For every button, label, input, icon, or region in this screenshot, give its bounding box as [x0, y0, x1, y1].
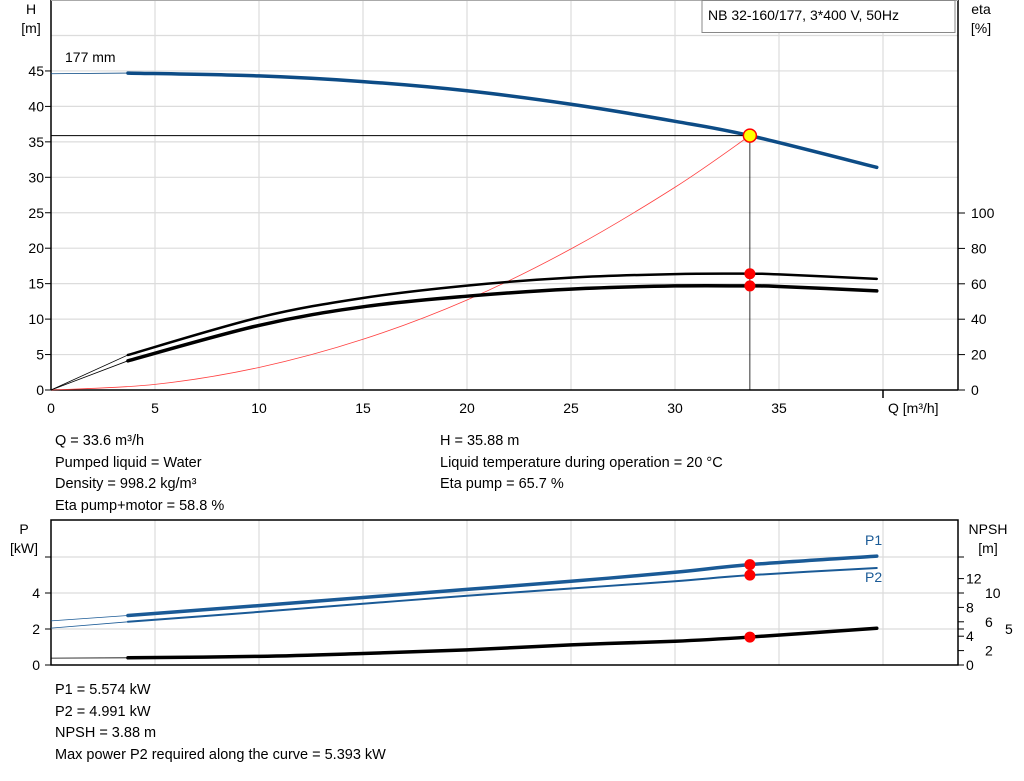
markers — [51, 128, 758, 643]
tick-labels: 0 5 10 15 20 25 30 3505101520253035404502040608… — [28, 63, 1013, 673]
q-axis-label: Q [m³/h] — [888, 400, 939, 416]
x-tick-label: 15 — [355, 400, 371, 416]
p-tick-label: 0 — [32, 657, 40, 673]
p-axis-label: P — [19, 521, 28, 537]
h-tick-label: 35 — [28, 134, 44, 150]
npsh-axis-label: NPSH — [969, 521, 1008, 537]
h-tick-label: 25 — [28, 205, 44, 221]
h-tick-label: 10 — [28, 311, 44, 327]
npsh-tick-label: 4 — [966, 628, 974, 644]
p1-curve-extrapolated — [50, 615, 128, 622]
info-temperature: Liquid temperature during operation = 20… — [440, 455, 723, 471]
impeller-label: 177 mm — [65, 49, 116, 65]
npsh-marker — [744, 631, 756, 643]
p1-marker — [744, 559, 756, 571]
system-curve — [50, 135, 751, 391]
grid-top — [51, 0, 958, 398]
h-tick-label: 15 — [28, 276, 44, 292]
p2-marker — [744, 569, 756, 581]
eta-axis-unit: [%] — [971, 20, 991, 36]
info-p2: P2 = 4.991 kW — [55, 704, 151, 720]
h-axis-unit: [m] — [21, 20, 40, 36]
eta-pump-motor-curve-extrapolated — [50, 360, 129, 391]
h-axis-label: H — [26, 1, 36, 17]
legend-box: NB 32-160/177, 3*400 V, 50Hz — [701, 0, 956, 33]
info-eta-pump-motor: Eta pump+motor = 58.8 % — [55, 498, 224, 514]
h-tick-label: 5 — [36, 347, 44, 363]
eta-tick-label: 60 — [971, 276, 987, 292]
p-tick-label: 2 — [32, 621, 40, 637]
h-tick-label: 30 — [28, 169, 44, 185]
h-tick-label: 0 — [36, 382, 44, 398]
p-tick-label: 4 — [32, 585, 40, 601]
operating-point-marker — [742, 128, 758, 143]
npsh-tick-label: 8 — [966, 599, 974, 615]
x-tick-label: 35 — [771, 400, 787, 416]
eta-tick-label: 100 — [971, 205, 995, 221]
eta-pump-curve — [126, 272, 879, 357]
x-tick-label: 30 — [667, 400, 683, 416]
info-bottom: P1 = 5.574 kW P2 = 4.991 kW NPSH = 3.88 … — [55, 682, 386, 763]
p-axis-unit: [kW] — [10, 540, 38, 556]
h-tick-label: 45 — [28, 63, 44, 79]
eta-pump-marker — [744, 268, 756, 280]
x-tick-label: 0 — [47, 400, 55, 416]
p1-curve-label: P1 — [865, 532, 882, 548]
p2-curve — [126, 566, 878, 623]
npsh-tick-label: 12 — [966, 571, 982, 587]
eta-tick-label: 0 — [971, 382, 979, 398]
npsh-tick-label: 5 — [1005, 621, 1013, 637]
p2-curve-label: P2 — [865, 569, 882, 585]
eta-tick-label: 80 — [971, 240, 987, 256]
p2-curve-extrapolated — [50, 621, 128, 629]
h-tick-label: 40 — [28, 98, 44, 114]
npsh-axis-unit: [m] — [978, 540, 997, 556]
info-density: Density = 998.2 kg/m³ — [55, 476, 197, 492]
npsh-curve — [126, 626, 879, 660]
info-p1: P1 = 5.574 kW — [55, 682, 151, 698]
x-tick-label: 25 — [563, 400, 579, 416]
head-curve — [126, 71, 879, 170]
info-max-p2: Max power P2 required along the curve = … — [55, 747, 386, 763]
info-head: H = 35.88 m — [440, 433, 519, 449]
npsh-tick-label: 2 — [985, 643, 993, 659]
info-liquid: Pumped liquid = Water — [55, 455, 202, 471]
h-tick-label: 20 — [28, 240, 44, 256]
head-curve-extrapolated — [50, 72, 128, 75]
npsh-tick-label: 0 — [966, 657, 974, 673]
x-tick-label: 20 — [459, 400, 475, 416]
x-tick-label: 5 — [151, 400, 159, 416]
eta-pump-motor-marker — [744, 280, 756, 292]
eta-pump-curve-extrapolated — [50, 354, 129, 391]
eta-tick-label: 20 — [971, 347, 987, 363]
npsh-tick-label: 6 — [985, 614, 993, 630]
eta-tick-label: 40 — [971, 311, 987, 327]
p1-curve — [126, 554, 879, 618]
info-flow: Q = 33.6 m³/h — [55, 433, 144, 449]
legend-text: NB 32-160/177, 3*400 V, 50Hz — [708, 7, 899, 23]
curves — [50, 71, 879, 660]
eta-pump-motor-curve — [126, 283, 879, 363]
npsh-tick-label: 10 — [985, 585, 1001, 601]
eta-axis-label: eta — [971, 1, 991, 17]
x-tick-label: 10 — [251, 400, 267, 416]
info-top: Q = 33.6 m³/h Pumped liquid = Water Dens… — [55, 433, 723, 514]
info-eta-pump: Eta pump = 65.7 % — [440, 476, 564, 492]
info-npsh: NPSH = 3.88 m — [55, 725, 156, 741]
